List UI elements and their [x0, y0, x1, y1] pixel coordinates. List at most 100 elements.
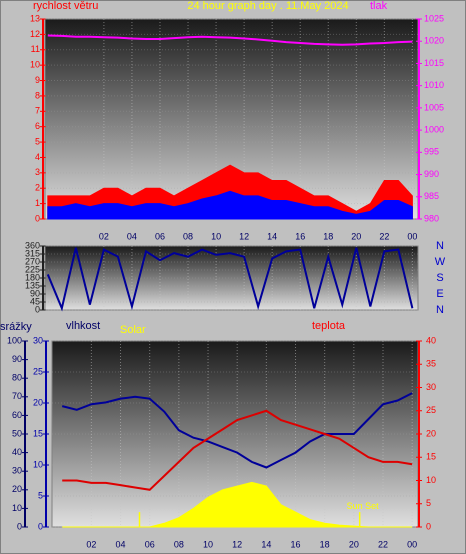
x-tick-label: 04 — [127, 231, 137, 241]
y2-tick-label: 20 — [426, 428, 436, 438]
y3-tick-label: 50 — [12, 428, 22, 438]
series-line — [62, 409, 413, 491]
y-tick-label: 11 — [31, 44, 40, 54]
y2-tick-label: 1025 — [424, 13, 444, 23]
y-tick-label: 1 — [35, 198, 40, 208]
y2-tick-label: 40 — [426, 335, 436, 345]
y-tick-label: 4 — [35, 152, 40, 162]
y2-tick-label: 1000 — [424, 124, 444, 134]
y3-tick-label: 90 — [12, 354, 22, 364]
y-tick-label: 10 — [30, 60, 40, 70]
y-tick-label: 45 — [30, 296, 40, 306]
y-label: vlhkost — [66, 320, 100, 332]
y3-tick-label: 40 — [12, 447, 22, 457]
y2-tick-label: N — [436, 304, 444, 316]
x-tick-label: 06 — [155, 231, 165, 241]
y2-tick-label: 15 — [426, 452, 436, 462]
x-tick-label: 22 — [379, 231, 389, 241]
y-tick-label: 7 — [35, 106, 40, 116]
y-tick-label: 3 — [35, 167, 40, 177]
x-tick-label: 06 — [145, 539, 155, 549]
y-tick-label: 30 — [33, 335, 43, 345]
y-tick-label: 10 — [33, 459, 43, 469]
x-tick-label: 18 — [323, 231, 333, 241]
y-label: rychlost větru — [33, 0, 98, 12]
y2-tick-label: 1005 — [424, 102, 444, 112]
x-tick-label: 02 — [86, 539, 96, 549]
y-tick-label: 90 — [30, 288, 40, 298]
y-tick-label: 9 — [35, 75, 40, 85]
annotation: Sun Set — [347, 501, 380, 511]
y2-tick-label: 35 — [426, 359, 436, 369]
x-tick-label: 12 — [232, 539, 242, 549]
series-line — [46, 247, 414, 312]
x-tick-label: 14 — [267, 231, 277, 241]
x-tick-label: 14 — [261, 539, 271, 549]
y2-tick-label: 995 — [424, 147, 439, 157]
x-tick-label: 20 — [351, 231, 361, 241]
y3-tick-label: 0 — [17, 521, 22, 531]
x-tick-label: 12 — [239, 231, 249, 241]
y-tick-label: 360 — [25, 240, 40, 250]
y2-tick-label: 10 — [426, 475, 436, 485]
y2-label: tlak — [370, 0, 388, 12]
y3-tick-label: 10 — [12, 503, 22, 513]
y-tick-label: 0 — [35, 304, 40, 314]
x-tick-label: 00 — [407, 231, 417, 241]
x-tick-label: 10 — [203, 539, 213, 549]
y2-tick-label: 0 — [426, 521, 431, 531]
series-area — [47, 190, 413, 220]
y3-label: srážky — [0, 321, 32, 333]
title: 24 hour graph day . 11.May 2024 — [187, 0, 348, 12]
y3-tick-label: 70 — [12, 391, 22, 401]
y-tick-label: 20 — [33, 397, 43, 407]
y-tick-label: 8 — [35, 90, 40, 100]
y-tick-label: 315 — [25, 248, 40, 258]
x-tick-label: 10 — [211, 231, 221, 241]
y-tick-label: 5 — [35, 136, 40, 146]
y3-tick-label: 80 — [12, 373, 22, 383]
y2-tick-label: 30 — [426, 382, 436, 392]
series-line — [47, 34, 413, 46]
y3-tick-label: 30 — [12, 466, 22, 476]
x-tick-label: 08 — [174, 539, 184, 549]
x-tick-label: 04 — [116, 539, 126, 549]
y-tick-label: 5 — [38, 490, 43, 500]
y2-tick-label: W — [435, 256, 446, 268]
y-tick-label: 225 — [25, 264, 40, 274]
y-tick-label: 6 — [35, 121, 40, 131]
y2-tick-label: 1015 — [424, 58, 444, 68]
series-name: Solar — [120, 324, 146, 336]
x-tick-label: 18 — [320, 539, 330, 549]
series-line — [61, 392, 413, 469]
y2-label: teplota — [312, 320, 346, 332]
y-tick-label: 135 — [25, 280, 40, 290]
x-tick-label: 16 — [295, 231, 305, 241]
x-tick-label: 08 — [183, 231, 193, 241]
y-tick-label: 0 — [38, 521, 43, 531]
y-tick-label: 25 — [33, 366, 43, 376]
y-tick-label: 12 — [30, 29, 40, 39]
y3-tick-label: 20 — [12, 484, 22, 494]
y3-tick-label: 60 — [12, 410, 22, 420]
y2-tick-label: 980 — [424, 213, 439, 223]
y-tick-label: 180 — [25, 272, 40, 282]
y2-tick-label: 990 — [424, 169, 439, 179]
y2-tick-label: 1010 — [424, 80, 444, 90]
plot-area — [44, 245, 419, 311]
y2-tick-label: 1020 — [424, 36, 444, 46]
y3-tick-label: 100 — [7, 335, 22, 345]
y-tick-label: 0 — [35, 213, 40, 223]
x-tick-label: 02 — [99, 231, 109, 241]
x-tick-label: 20 — [349, 539, 359, 549]
y2-tick-label: 25 — [426, 405, 436, 415]
x-tick-label: 16 — [291, 539, 301, 549]
y2-tick-label: 985 — [424, 191, 439, 201]
y2-tick-label: E — [436, 288, 443, 300]
y-tick-label: 13 — [30, 13, 40, 23]
y2-tick-label: S — [436, 272, 443, 284]
y-tick-label: 15 — [33, 428, 43, 438]
y-tick-label: 270 — [25, 256, 40, 266]
y2-tick-label: 5 — [426, 498, 431, 508]
